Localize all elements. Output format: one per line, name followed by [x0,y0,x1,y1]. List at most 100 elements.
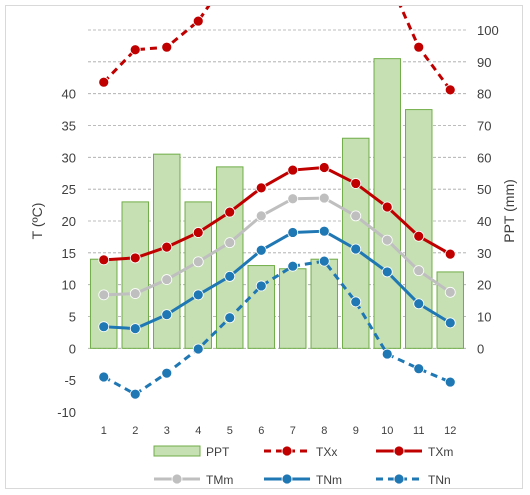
legend-marker-txm [393,445,405,457]
data-point-txm [318,162,330,173]
y2-tick-label: 80 [477,87,491,102]
y2-tick-label: 70 [477,119,491,134]
data-point-txm [444,248,456,260]
data-point-txm [255,182,267,194]
legend-marker-txx [281,445,293,457]
y-tick-label: 5 [69,310,76,325]
data-point-tnm [318,225,330,237]
legend-label: TXx [316,445,337,459]
data-point-tnm [98,321,110,333]
y-tick-label: 15 [62,246,76,261]
chart-frame: -10 -5 0 5 10 15 20 25 30 35 40 0 10 20 30 40 50 60 70 80 90… [5,0,523,489]
data-point-tnn [192,343,204,355]
data-point-txm [287,164,299,176]
legend-marker-tnn [393,473,405,485]
data-point-tnm [287,227,299,238]
data-point-txx [192,15,204,27]
series-line-tnm [103,229,452,331]
data-point-tmm [381,234,393,246]
ppt-bar [279,268,307,349]
x-tick-label: 4 [195,425,201,437]
ppt-bar [310,258,338,349]
data-point-tmm [129,288,141,299]
data-point-tmm [287,193,299,205]
y-tick-label: 25 [62,182,76,197]
data-point-tnn [381,348,393,360]
x-tick-label: 7 [290,425,296,437]
data-point-tnm [192,289,204,301]
data-point-tnn [444,376,456,388]
data-point-txm [98,254,110,266]
legend-marker-tmm [171,473,183,485]
x-tick-label: 2 [132,425,138,437]
data-point-tnn [287,260,299,272]
y2-tick-label: 20 [477,278,491,293]
y-axis-title: T (ºC) [29,203,45,240]
data-point-txx [161,41,173,53]
x-tick-label: 3 [164,425,170,437]
y-tick-label: 40 [62,87,76,102]
y2-tick-label: 10 [477,310,491,325]
y-tick-label: -10 [57,405,76,420]
data-point-tmm [350,210,362,222]
legend-marker-tnm [281,473,293,485]
y-tick-label: 0 [69,341,76,356]
y2-tick-label: 30 [477,246,491,261]
legend-label: TMm [206,473,233,487]
series-line-tmm [103,196,452,297]
y2-tick-label: 90 [477,55,491,70]
data-point-tnm [161,309,173,320]
x-tick-label: 10 [381,425,393,437]
data-point-tnn [413,363,425,375]
data-point-txm [129,252,141,264]
data-point-tmm [98,289,110,301]
x-tick-label: 11 [413,425,424,437]
ppt-bar [436,271,464,349]
data-point-tnm [224,270,236,282]
ppt-bar [247,265,275,349]
x-tick-label: 5 [227,425,233,437]
data-point-tnm [444,317,456,329]
data-point-tmm [255,210,267,222]
data-point-tnn [255,280,267,292]
data-point-tnm [255,244,267,256]
data-point-txx [98,76,110,88]
data-point-tnn [129,388,141,400]
y-tick-label: -5 [64,373,76,388]
data-point-txx [413,41,425,53]
data-point-tnn [98,371,110,383]
data-point-tmm [318,192,330,204]
x-tick-label: 8 [321,425,327,437]
data-point-txm [161,241,173,253]
series-line-txm [103,166,451,262]
legend-label: TNn [428,473,451,487]
y-tick-label: 10 [62,278,76,293]
data-point-tmm [444,286,456,298]
legend-label: TNm [316,473,342,487]
y2-tick-label: 100 [477,23,499,38]
data-point-tnm [413,298,425,310]
ppt-bar [184,201,212,349]
x-tick-label: 9 [353,425,359,437]
data-point-txm [192,227,204,238]
data-point-tnn [350,296,362,308]
data-point-txm [224,206,236,218]
y-tick-label: 20 [62,214,76,229]
y2-tick-label: 60 [477,150,491,165]
legend-label: TXm [428,445,453,459]
x-tick-label: 1 [101,425,107,437]
data-point-tnm [129,323,141,334]
y2-axis-title: PPT (mm) [501,179,517,243]
climate-chart: -10-505101520253035400102030405060708090… [29,0,517,487]
data-point-tnn [224,312,236,324]
y2-tick-label: 50 [477,182,491,197]
data-point-tmm [224,237,236,249]
data-point-txx [129,44,141,56]
data-point-tmm [161,274,173,285]
y2-tick-label: 0 [477,341,484,356]
series-line-tnn [103,259,451,396]
y-tick-label: 30 [62,150,76,165]
data-point-tnn [318,255,330,267]
data-point-tnm [350,243,362,255]
data-point-tnn [161,367,173,379]
